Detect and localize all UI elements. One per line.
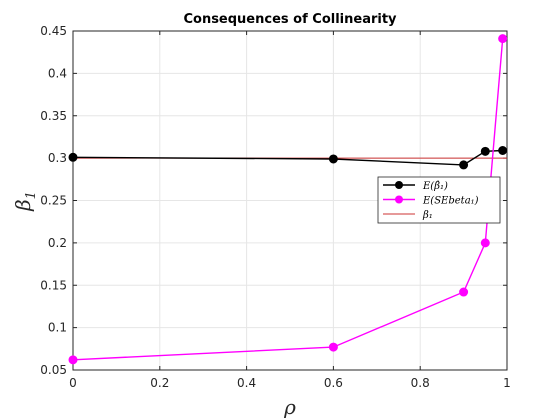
x-tick-label: 0.8 (411, 376, 430, 390)
x-tick-label: 1 (503, 376, 511, 390)
data-point-1 (480, 238, 490, 248)
data-point-1 (328, 342, 338, 352)
x-tick-label: 0 (69, 376, 77, 390)
x-tick-label: 0.6 (324, 376, 343, 390)
y-tick-label: 0.45 (40, 24, 67, 38)
y-tick-label: 0.15 (40, 278, 67, 292)
x-tick-label: 0.2 (150, 376, 169, 390)
data-point-0 (459, 160, 469, 170)
y-tick-label: 0.1 (48, 321, 67, 335)
series-layer (68, 34, 508, 365)
legend-marker-1 (395, 195, 403, 204)
y-tick-label: 0.25 (40, 194, 67, 208)
y-tick-label: 0.3 (48, 151, 67, 165)
x-axis-label: ρ (283, 395, 296, 419)
y-tick-label: 0.2 (48, 236, 67, 250)
y-tick-label: 0.05 (40, 363, 67, 377)
legend-entry-1: E(SEbeta₁) (422, 196, 479, 207)
legend-entry-2: β₁ (422, 210, 433, 221)
chart-title: Consequences of Collinearity (183, 12, 397, 27)
axis-ticks: 0 0.2 0.4 0.6 0.8 1 0.05 0.1 0.15 0.2 0.25 0.3 0.35 0… (40, 24, 511, 390)
legend-entry-0: E(β̂₁) (422, 181, 448, 192)
data-point-1 (459, 287, 469, 297)
data-point-0 (480, 146, 490, 156)
legend-marker-0 (395, 181, 403, 189)
legend: E(β̂₁) E(SEbeta₁) β₁ (377, 176, 501, 224)
data-point-1 (68, 355, 78, 365)
data-point-0 (68, 152, 78, 162)
data-point-0 (498, 145, 508, 155)
y-axis-label-main: β (11, 199, 35, 212)
svg-text:β1: β1 (11, 191, 39, 212)
y-axis-label-sub: 1 (24, 191, 39, 199)
data-point-1 (498, 34, 508, 44)
y-axis-label: β1 (11, 191, 39, 212)
y-tick-label: 0.4 (48, 66, 67, 80)
x-tick-label: 0.4 (237, 376, 256, 390)
y-tick-label: 0.35 (40, 109, 67, 123)
data-point-0 (328, 154, 338, 164)
